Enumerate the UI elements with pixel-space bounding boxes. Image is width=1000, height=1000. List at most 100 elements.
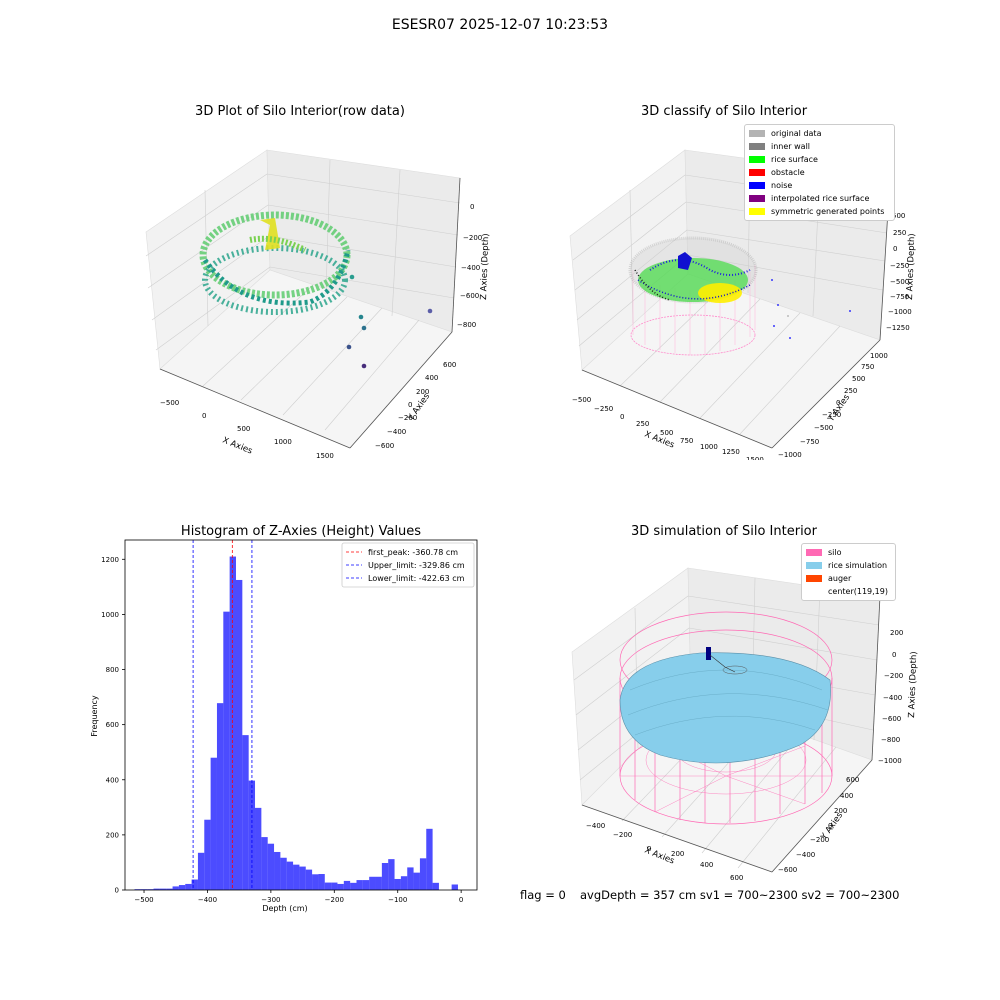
legend-swatch <box>806 575 822 582</box>
p4-ztick: −400 <box>883 694 902 702</box>
legend-swatch <box>749 169 765 176</box>
p2-xtick: 0 <box>620 413 624 421</box>
p1-ztick: 0 <box>470 203 474 211</box>
p2-ztick: 0 <box>893 245 897 253</box>
p2-ytick: 750 <box>861 363 874 371</box>
legend-label: original data <box>771 129 822 138</box>
p4-ytick: 400 <box>840 792 853 800</box>
legend-label: inner wall <box>771 142 811 151</box>
p2-xtick: −500 <box>572 396 591 404</box>
p2-ytick: −750 <box>800 438 819 446</box>
panel4-3d-plot: −400 −200 0 200 400 600 −600 −400 −200 0… <box>571 567 919 880</box>
panel2-point-cloud <box>628 236 851 356</box>
p2-xtick: 1500 <box>746 456 764 460</box>
legend-entry: inner wall <box>745 140 894 153</box>
histogram-xlabel: Depth (cm) <box>262 904 307 913</box>
p2-ztick: −750 <box>890 293 909 301</box>
legend-box <box>341 542 475 588</box>
p2-ztick: −1000 <box>888 308 912 316</box>
legend-swatch <box>749 143 765 150</box>
flag-text: flag = 0 <box>520 888 566 902</box>
histogram-bar <box>381 862 389 890</box>
histogram-bar <box>293 864 300 890</box>
p4-ztick: −600 <box>882 715 901 723</box>
histogram-bar <box>210 757 217 890</box>
panel1-point-cloud <box>199 211 433 369</box>
histogram-bar <box>185 883 192 890</box>
p4-ytick: −400 <box>796 851 815 859</box>
histogram-bar <box>413 872 420 890</box>
p4-zlabel: Z Axies (Depth) <box>907 651 919 718</box>
p4-xtick: 400 <box>700 861 713 869</box>
legend-label: center(119,19) <box>828 587 888 596</box>
p4-ztick: −1000 <box>878 757 902 765</box>
legend-label: rice surface <box>771 155 818 164</box>
histogram-bar <box>400 876 408 890</box>
histogram-bar <box>343 880 351 890</box>
legend-label: interpolated rice surface <box>771 194 870 203</box>
legend-entry: symmetric generated points <box>745 205 894 218</box>
panel2-axes-box <box>569 149 891 449</box>
histogram-bar <box>166 888 173 890</box>
p2-ztick: −250 <box>890 262 909 270</box>
panel1-title: 3D Plot of Silo Interior(row data) <box>195 104 405 119</box>
y-tick-label: 400 <box>106 776 119 784</box>
p2-ztick: −1250 <box>886 324 910 332</box>
p4-ztick: 0 <box>892 651 896 659</box>
legend-label: Upper_limit: -329.86 cm <box>368 561 465 570</box>
p4-xtick: −200 <box>613 831 632 839</box>
p4-ytick: 600 <box>846 776 859 784</box>
p4-ytick: 200 <box>834 807 847 815</box>
histogram-bar <box>153 888 160 890</box>
p1-ytick: 600 <box>443 361 456 369</box>
histogram-bar <box>134 889 141 890</box>
y-tick-label: 600 <box>106 721 119 729</box>
p1-ytick: −400 <box>387 428 406 436</box>
p2-xtick: 1250 <box>722 448 740 456</box>
histogram-title: Histogram of Z-Axies (Height) Values <box>180 524 422 539</box>
legend-label: rice simulation <box>828 561 888 570</box>
histogram-bar <box>356 880 363 890</box>
histogram-bar <box>312 874 319 890</box>
y-tick-label: 1200 <box>101 556 119 564</box>
histogram-bar <box>216 703 224 890</box>
histogram-bars <box>134 556 458 890</box>
histogram-bar <box>407 867 414 890</box>
y-tick-label: 0 <box>115 887 119 895</box>
depth-summary-text: avgDepth = 357 cm sv1 = 700~2300 sv2 = 7… <box>580 888 900 902</box>
p4-ytick: 0 <box>828 822 832 830</box>
p4-xlabel: X Axies <box>643 846 676 867</box>
histogram-bar <box>172 886 179 890</box>
x-tick-label: 0 <box>459 896 463 904</box>
p2-ztick: 500 <box>892 212 905 220</box>
histogram-bar <box>229 556 236 890</box>
histogram-bar <box>242 735 249 890</box>
p2-zlabel: Z Axies (Depth) <box>905 233 917 300</box>
legend-label: obstacle <box>771 168 805 177</box>
histogram-bar <box>178 885 186 890</box>
p1-ztick: −400 <box>461 264 480 272</box>
histogram-bar <box>191 879 198 890</box>
legend-swatch <box>806 549 822 556</box>
p1-xlabel: X Axies <box>221 436 254 457</box>
legend-swatch <box>806 588 822 595</box>
legend-swatch <box>749 156 765 163</box>
legend-swatch <box>749 130 765 137</box>
p4-ztick: 200 <box>890 629 903 637</box>
figure-title: ESESR07 2025-12-07 10:23:53 <box>391 17 609 33</box>
p1-ytick: 0 <box>408 401 412 409</box>
histogram-reference-lines <box>192 540 253 890</box>
histogram-bar <box>337 883 344 890</box>
p1-xtick: 0 <box>202 412 206 420</box>
p4-ytick: −200 <box>810 836 829 844</box>
legend-label: auger <box>828 574 852 583</box>
histogram-bar <box>255 807 262 890</box>
p4-ztick: −800 <box>881 736 900 744</box>
histogram-bar <box>204 819 211 890</box>
histogram-bar <box>350 882 357 890</box>
x-tick-label: −300 <box>261 896 280 904</box>
panel1-axes-box <box>145 149 461 449</box>
histogram-bar <box>299 866 306 890</box>
panel4-legend: silo rice simulation auger center(119,19) <box>801 543 896 601</box>
histogram-bar <box>362 880 370 890</box>
